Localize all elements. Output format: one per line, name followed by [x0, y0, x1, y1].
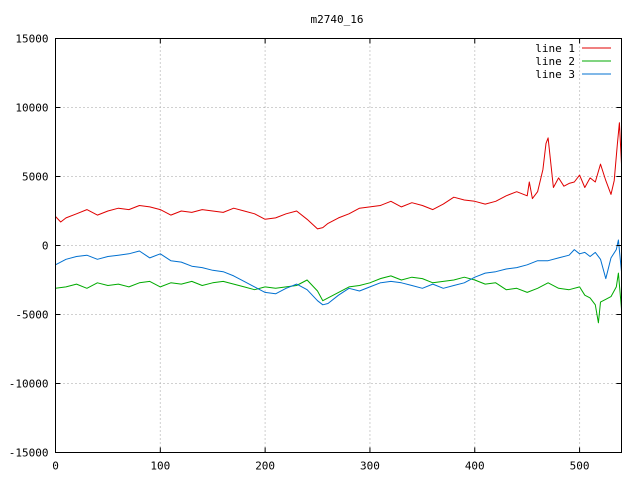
x-tick-label: 400 [465, 460, 485, 473]
y-tick-label: -10000 [9, 378, 49, 391]
legend-label: line 1 [535, 42, 575, 55]
series-layer [55, 122, 622, 324]
x-tick-label: 300 [360, 460, 380, 473]
plot-frame [55, 38, 622, 453]
y-tick-label: -5000 [15, 309, 48, 322]
grid [55, 38, 622, 453]
y-tick-label: 5000 [22, 171, 49, 184]
x-tick-label: 100 [150, 460, 170, 473]
x-tick-label: 0 [52, 460, 59, 473]
legend-label: line 2 [535, 55, 575, 68]
series-line-3 [55, 239, 622, 306]
chart-title: m2740_16 [311, 13, 364, 26]
y-tick-label: 15000 [15, 33, 48, 46]
x-tick-label: 500 [570, 460, 590, 473]
x-tick-label: 200 [255, 460, 275, 473]
y-tick-label: 10000 [15, 102, 48, 115]
legend-label: line 3 [535, 68, 575, 81]
series-line-1 [55, 122, 622, 230]
series-line-2 [55, 272, 622, 324]
y-tick-label: 0 [42, 240, 49, 253]
axis-ticks: 0 100 200 300 400 500 -15000 -10000 -5000 0 5000 10… [9, 33, 622, 473]
y-tick-label: -15000 [9, 447, 49, 460]
